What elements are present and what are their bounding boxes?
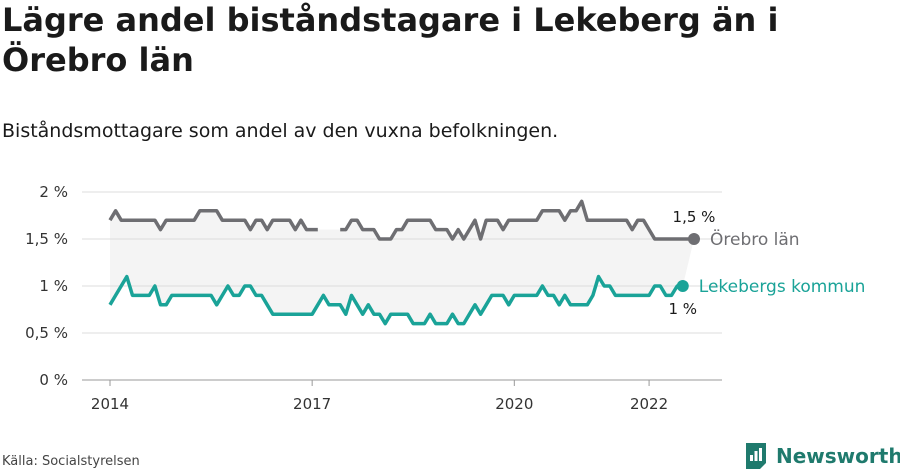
- series-end-point: [687, 233, 700, 245]
- series-name-label: Lekebergs kommun: [699, 277, 866, 297]
- series-line: [108, 274, 683, 326]
- y-tick-label: 2 %: [39, 183, 68, 201]
- y-tick-label: 1,5 %: [25, 230, 68, 248]
- series-name-label: Örebro län: [710, 228, 800, 250]
- x-tick-label: 2014: [91, 395, 129, 413]
- series-value-label: 1,5 %: [673, 208, 716, 226]
- y-tick-label: 1 %: [39, 277, 68, 295]
- newsworthy-icon: [746, 443, 766, 469]
- brand-name: Newsworthy: [776, 444, 900, 468]
- x-tick-label: 2022: [630, 395, 668, 413]
- y-tick-label: 0,5 %: [25, 324, 68, 342]
- x-tick-label: 2020: [495, 395, 533, 413]
- series-line: [108, 199, 694, 241]
- x-tick-label: 2017: [293, 395, 331, 413]
- source-note: Källa: Socialstyrelsen: [2, 454, 140, 469]
- chart-title: Lägre andel biståndstagare i Lekeberg än…: [2, 1, 779, 79]
- brand-logo: Newsworthy: [744, 440, 900, 472]
- series-value-label: 1 %: [668, 300, 697, 318]
- series-end-point: [676, 280, 689, 292]
- y-tick-label: 0 %: [39, 371, 68, 389]
- chart-subtitle: Biståndsmottagare som andel av den vuxna…: [2, 120, 559, 142]
